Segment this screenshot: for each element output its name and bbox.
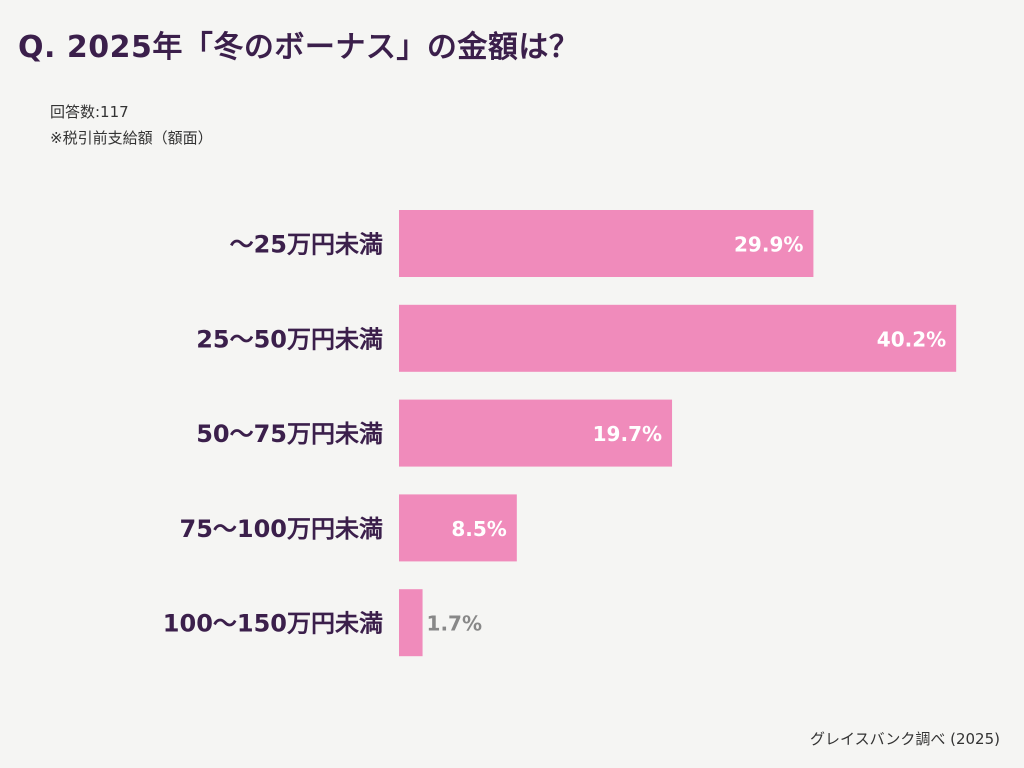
data-label: 8.5% [451,517,506,541]
bar [399,210,814,277]
data-label: 1.7% [427,612,482,636]
data-label: 40.2% [877,327,946,351]
source-credit: グレイスバンク調べ (2025) [810,730,1000,748]
category-label: 25〜50万円未満 [196,325,383,353]
category-label: 〜25万円未満 [230,231,383,259]
category-label: 50〜75万円未満 [196,420,383,448]
bar [399,304,957,372]
category-label: 100〜150万円未満 [163,610,383,638]
data-label: 19.7% [593,422,662,446]
bar [399,494,517,562]
chart-title: Q. 2025年「冬のボーナス」の金額は？ [18,30,580,65]
bar [399,589,423,657]
category-label: 75〜100万円未満 [180,515,384,543]
bar [399,399,673,467]
respondent-count: 回答数:117 [50,103,129,121]
tax-note: ※税引前支給額（額面） [50,129,213,147]
data-label: 29.9% [734,233,803,257]
